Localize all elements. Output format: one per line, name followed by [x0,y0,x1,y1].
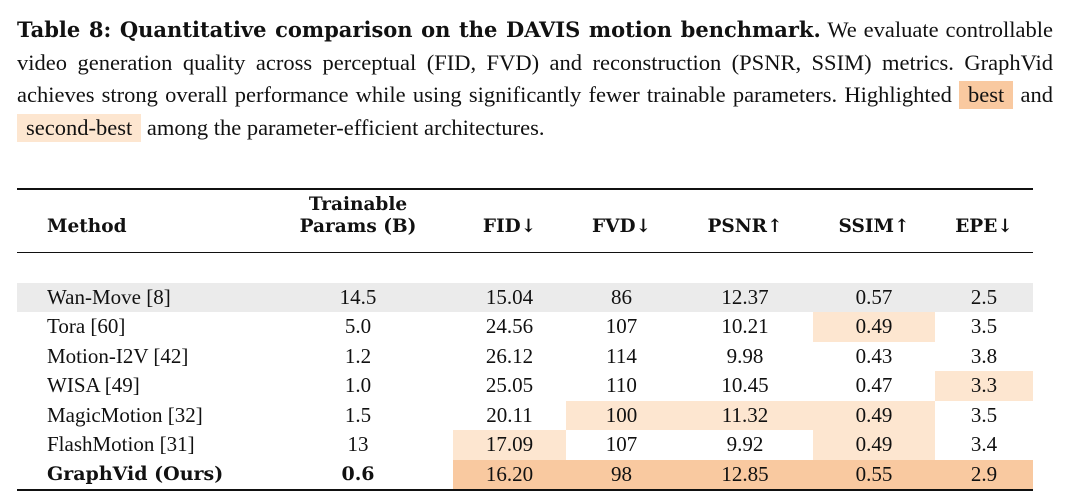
header-fvd: FVD↓ [566,188,677,253]
table-row: FlashMotion [31] 13 17.09 107 9.92 0.49 … [17,430,1033,460]
params-cell: 1.0 [344,373,372,398]
params-cell: 13 [347,432,369,457]
method-cell: WISA [49] [47,373,140,398]
method-cell: Wan-Move [8] [17,282,263,312]
epe-cell: 3.4 [970,432,998,457]
table-row: Wan-Move [8] 14.5 15.04 86 12.37 0.57 2.… [17,282,1033,312]
fvd-cell: 110 [606,373,637,398]
ssim-cell: 0.57 [813,282,935,312]
header-epe: EPE↓ [935,188,1033,253]
fvd-cell-best: 98 [566,459,677,491]
psnr-cell-best: 12.85 [677,459,813,491]
epe-cell: 2.5 [935,282,1033,312]
method-cell: MagicMotion [32] [47,402,203,427]
header-method: Method [17,188,263,253]
table-row: Motion-I2V [42] 1.2 26.12 114 9.98 0.43 … [17,342,1033,372]
ssim-cell-second-best: 0.49 [813,400,935,430]
params-cell: 0.6 [263,459,453,491]
epe-cell-best: 2.9 [935,459,1033,491]
caption-title: Table 8: Quantitative comparison on the … [17,17,821,42]
psnr-cell: 10.21 [721,314,769,339]
fid-cell: 20.11 [486,402,533,427]
ssim-cell: 0.47 [855,373,893,398]
header-params-line1: Trainable [308,194,408,215]
fvd-cell: 107 [605,314,638,339]
header-fid: FID↓ [453,188,566,253]
header-params: Trainable Params (B) [263,188,453,253]
epe-cell: 3.8 [970,343,998,368]
fvd-cell: 114 [606,343,637,368]
best-swatch: best [959,81,1014,109]
header-ssim: SSIM↑ [813,188,935,253]
ssim-cell-second-best: 0.49 [813,312,935,342]
table-row: MagicMotion [32] 1.5 20.11 100 11.32 0.4… [17,400,1033,430]
fid-cell: 25.05 [485,373,534,398]
results-table: Method Trainable Params (B) FID↓ FVD↓ PSN… [17,188,1033,491]
psnr-cell: 12.37 [677,282,813,312]
table-row-ours: GraphVid (Ours) 0.6 16.20 98 12.85 0.55 … [17,459,1033,491]
fvd-cell: 107 [605,432,638,457]
table-row: WISA [49] 1.0 25.05 110 10.45 0.47 3.3 [17,371,1033,401]
epe-cell: 3.5 [970,402,998,427]
fid-cell: 24.56 [485,314,534,339]
psnr-cell: 10.45 [721,373,769,398]
method-cell: FlashMotion [31] [47,432,195,457]
method-cell: Motion-I2V [42] [47,343,189,368]
ssim-cell-best: 0.55 [813,459,935,491]
table-row: Tora [60] 5.0 24.56 107 10.21 0.49 3.5 [17,312,1033,342]
fid-cell-second-best: 17.09 [453,430,566,460]
params-cell: 1.5 [344,402,372,427]
psnr-cell: 9.92 [726,432,764,457]
header-row: Method Trainable Params (B) FID↓ FVD↓ PSN… [17,188,1033,253]
epe-cell: 3.5 [970,314,998,339]
psnr-cell: 9.98 [726,343,764,368]
ssim-cell-second-best: 0.49 [813,430,935,460]
caption-and: and [1013,82,1054,107]
fid-cell-best: 16.20 [453,459,566,491]
params-cell: 5.0 [344,314,372,339]
method-cell: GraphVid (Ours) [17,459,263,491]
header-psnr: PSNR↑ [677,188,813,253]
fid-cell: 26.12 [485,343,534,368]
params-cell: 1.2 [344,343,372,368]
fid-cell: 15.04 [453,282,566,312]
table-caption: Table 8: Quantitative comparison on the … [17,14,1053,144]
params-cell: 14.5 [263,282,453,312]
fvd-cell: 86 [566,282,677,312]
epe-cell-second-best: 3.3 [935,371,1033,401]
second-best-swatch: second-best [17,113,142,142]
caption-tail: among the parameter-efficient architectu… [141,114,545,140]
psnr-cell-second-best: 11.32 [677,400,813,430]
fvd-cell-second-best: 100 [566,400,677,430]
ssim-cell: 0.43 [855,343,893,368]
method-cell: Tora [60] [47,314,126,339]
caption-text: We evaluate controllable video generatio… [17,17,1054,107]
header-params-line2: Params (B) [299,216,417,237]
